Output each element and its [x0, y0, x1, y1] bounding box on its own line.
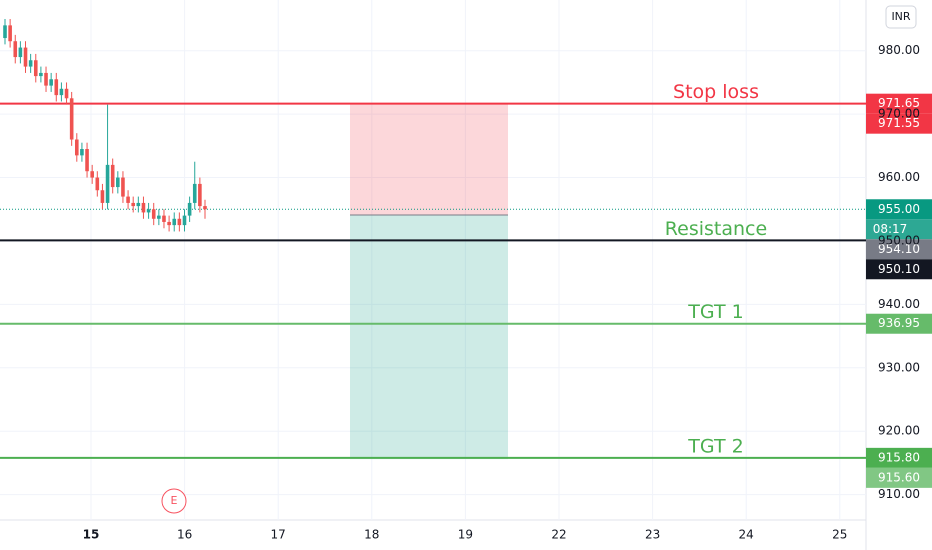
- candle-body: [192, 183, 197, 203]
- candle-body: [146, 209, 151, 213]
- x-tick-label: 17: [271, 528, 286, 542]
- currency: INR: [891, 10, 910, 23]
- level-annotation: TGT 1: [687, 301, 743, 323]
- price-tags: 971.65 971.55 955.00 08:17 954.10 950.10 936.9…: [866, 93, 932, 488]
- candle-body: [49, 79, 53, 86]
- plot: Stop loss Resistance TGT 1 TGT 2 E: [0, 19, 866, 514]
- price-tag-label: 936.95: [878, 316, 920, 330]
- x-tick-label: 15: [83, 528, 100, 542]
- candle-body: [69, 98, 74, 140]
- candle-body: [177, 218, 182, 226]
- currency-box[interactable]: [885, 5, 917, 29]
- candle-body: [44, 72, 48, 86]
- stop-zone: [350, 104, 508, 215]
- price-tag-label: 950.10: [878, 262, 920, 276]
- price-tag-label: 971.55: [878, 116, 920, 130]
- candle-body: [13, 41, 18, 58]
- candle-body: [74, 139, 79, 156]
- x-tick-label: 19: [458, 528, 473, 542]
- y-tick-label: 960.00: [878, 170, 920, 184]
- x-tick-label: 25: [832, 528, 847, 542]
- candle-body: [64, 88, 69, 99]
- y-tick-label: 980.00: [878, 43, 920, 57]
- price-tag: [866, 313, 932, 334]
- price-tag-label: 955.00: [878, 202, 920, 216]
- y-tick-label: 920.00: [878, 424, 920, 438]
- price-tag-label: 954.10: [878, 242, 920, 256]
- candle-body: [126, 196, 130, 203]
- candle-body: [131, 202, 136, 207]
- y-tick-label: 970.00: [878, 107, 920, 121]
- candle-body: [90, 171, 94, 178]
- grid: [0, 0, 866, 520]
- price-tag: [866, 239, 932, 260]
- candle-body: [121, 177, 125, 197]
- price-tag: [866, 199, 932, 220]
- candle-body: [136, 202, 141, 207]
- candle-body: [141, 202, 146, 213]
- candle-body: [59, 88, 64, 96]
- price-tag-label: 915.60: [878, 470, 920, 484]
- candle-body: [198, 183, 202, 207]
- candle-body: [187, 202, 192, 216]
- candle-body: [151, 209, 156, 219]
- y-tick-label: 930.00: [878, 360, 920, 374]
- price-tag-label: 915.80: [878, 450, 920, 464]
- level-annotation: Resistance: [665, 218, 767, 240]
- candle-body: [18, 47, 23, 58]
- candle-body: [167, 221, 171, 226]
- price-tag: [866, 467, 932, 488]
- candle-body: [116, 177, 120, 188]
- event-marker: [161, 488, 187, 514]
- candle-body: [54, 79, 59, 96]
- price-tag: [866, 447, 932, 468]
- candle-body: [39, 72, 43, 77]
- candle-body: [162, 215, 166, 222]
- candle-body: [33, 60, 38, 77]
- level-annotation: Stop loss: [673, 81, 759, 103]
- x-tick-label: 18: [364, 528, 379, 542]
- candle-body: [23, 47, 28, 67]
- countdown-label: 08:17: [873, 222, 908, 236]
- candle-body: [105, 164, 110, 203]
- candle-body: [8, 25, 12, 42]
- y-tick-label: 910.00: [878, 487, 920, 501]
- price-tag: [866, 93, 932, 114]
- countdown-tag: [866, 219, 932, 240]
- candle-body: [203, 206, 207, 210]
- candle-body: [80, 149, 84, 156]
- price-tag-label: 971.65: [878, 96, 920, 110]
- x-tick-label: 16: [177, 528, 192, 542]
- candle-body: [182, 215, 187, 226]
- x-tick-label: 24: [739, 528, 754, 542]
- y-tick-label: 940.00: [878, 297, 920, 311]
- candle-body: [157, 215, 161, 219]
- price-tag: [866, 113, 932, 134]
- candle-body: [85, 149, 89, 172]
- level-annotation: TGT 2: [687, 435, 743, 457]
- event-label: E: [171, 494, 178, 507]
- price-tag: [866, 259, 932, 280]
- candle-body: [100, 190, 105, 203]
- candle-body: [95, 177, 100, 191]
- candle-body: [172, 218, 177, 226]
- x-tick-label: 22: [551, 528, 566, 542]
- target-zone: [350, 214, 508, 460]
- candle-body: [3, 25, 7, 39]
- candle-body: [28, 60, 33, 67]
- candle-body: [110, 164, 115, 188]
- y-tick-label: 950.00: [878, 233, 920, 247]
- x-tick-label: 23: [645, 528, 660, 542]
